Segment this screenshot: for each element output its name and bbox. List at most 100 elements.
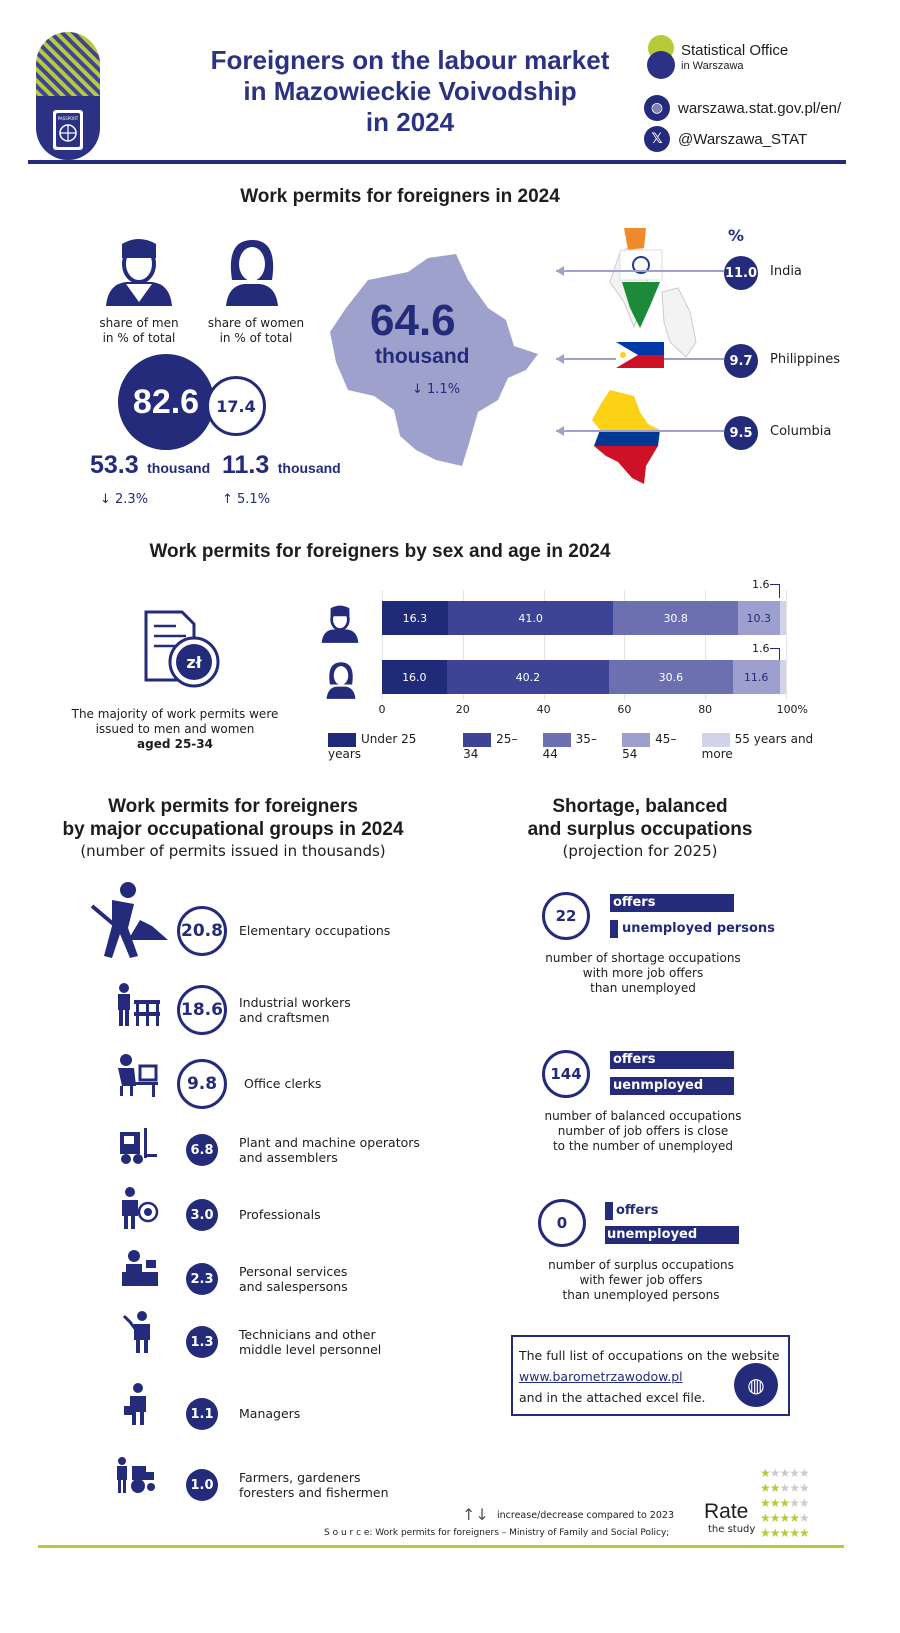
- occupation-label: Personal services and salespersons: [239, 1264, 348, 1294]
- office-clerk-icon: [114, 1052, 160, 1102]
- occupation-label: Elementary occupations: [239, 923, 391, 938]
- rating-stars[interactable]: ★★★★★ ★★★★★ ★★★★★ ★★★★★ ★★★★★: [760, 1466, 810, 1540]
- info-box-line-1: The full list of occupations on the webs…: [519, 1348, 780, 1363]
- shortage-unemployed-label: unemployed persons: [622, 921, 775, 936]
- balanced-count: 144: [542, 1050, 590, 1098]
- occupation-value: 2.3: [186, 1263, 218, 1295]
- occupations-subheading: (number of permits issued in thousands): [80, 842, 386, 860]
- barometr-link[interactable]: www.barometrzawodow.pl: [519, 1369, 683, 1384]
- rate-label[interactable]: Rate: [704, 1500, 749, 1523]
- men-change: ↓ 2.3%: [100, 492, 149, 507]
- x-tick-label: 20: [455, 703, 470, 716]
- bar-women-series-3: 11.6: [732, 660, 780, 694]
- shortage-heading-line-1: Shortage, balanced: [552, 796, 728, 817]
- total-change: ↓ 1.1%: [412, 382, 461, 397]
- bar-women-series-0: 16.0: [382, 660, 447, 694]
- shortage-count: 22: [542, 892, 590, 940]
- shortage-subheading: (projection for 2025): [562, 842, 718, 860]
- columbia-value: 9.5: [724, 416, 758, 450]
- legend-label: 55 years and more: [701, 732, 814, 761]
- permits-heading: Work permits for foreigners in 2024: [240, 186, 560, 207]
- bar-men-series-2: 30.8: [613, 601, 738, 635]
- total-permits: 64.6: [370, 296, 456, 345]
- legend-item: 45–54: [622, 732, 692, 761]
- globe-icon: ◍: [644, 95, 670, 121]
- legend-item: 35–44: [542, 732, 613, 761]
- surplus-desc: number of surplus occupations with fewer…: [548, 1258, 734, 1302]
- country-row-india: 11.0 India: [556, 256, 856, 290]
- forklift-icon: [118, 1126, 158, 1170]
- legend-label: 35–44: [542, 732, 597, 761]
- women-share-label: share of women in % of total: [207, 316, 305, 345]
- technician-icon: [122, 1310, 156, 1358]
- legend-label: Under 25 years: [328, 732, 417, 761]
- web-globe-icon[interactable]: ◍: [734, 1363, 778, 1407]
- title-line-3: in 2024: [365, 107, 455, 137]
- men-share-label: share of men in % of total: [99, 316, 179, 345]
- bar-value-label: 30.6: [658, 670, 684, 684]
- website-link[interactable]: ◍ warszawa.stat.gov.pl/en/: [644, 94, 841, 122]
- brand-sub: in Warszawa: [681, 60, 744, 72]
- bar-value-label: 11.6: [743, 670, 769, 684]
- occupation-value: 9.8: [177, 1059, 227, 1109]
- digging-worker-icon: [82, 880, 170, 964]
- change-arrows-icon: ↑↓: [462, 1505, 489, 1524]
- men-share-value: 82.6: [118, 354, 214, 450]
- balanced-desc: number of balanced occupations number of…: [544, 1109, 742, 1153]
- occupation-value: 18.6: [177, 985, 227, 1035]
- occupation-label: Professionals: [239, 1207, 321, 1222]
- colombia-flag-map: [588, 390, 662, 490]
- x-tick-label: 60: [617, 703, 632, 716]
- social-link[interactable]: 𝕏 @Warszawa_STAT: [644, 125, 807, 153]
- social-text: @Warszawa_STAT: [678, 130, 808, 148]
- source-note: S o u r c e: Work permits for foreigners…: [324, 1528, 670, 1538]
- legend-item: Under 25 years: [328, 732, 453, 761]
- passport-text: PASSPORT: [58, 116, 79, 121]
- man-small-icon: [320, 604, 360, 648]
- legend-item: 25–34: [463, 732, 533, 761]
- occupation-value: 3.0: [186, 1199, 218, 1231]
- men-count: 53.3 thousand: [90, 451, 210, 480]
- woman-icon: [222, 236, 282, 312]
- legend-swatch: [701, 732, 730, 747]
- x-tick-label: 0: [378, 703, 386, 716]
- bar-women-series-1: 40.2: [446, 660, 610, 694]
- page-title: Foreigners on the labour market in Mazow…: [195, 45, 625, 138]
- bar-men-series-0: 16.3: [382, 601, 448, 635]
- rate-sub: the study: [708, 1524, 756, 1535]
- occupation-label: Farmers, gardeners foresters and fisherm…: [239, 1470, 389, 1500]
- age-heading: Work permits for foreigners by sex and a…: [149, 541, 611, 562]
- bar-value-label: 16.3: [402, 611, 428, 625]
- total-permits-unit: thousand: [375, 345, 470, 368]
- change-note: increase/decrease compared to 2023: [497, 1510, 674, 1521]
- website-text: warszawa.stat.gov.pl/en/: [678, 99, 842, 117]
- info-box-line-2: and in the attached excel file.: [519, 1390, 706, 1405]
- legend-swatch: [328, 732, 356, 747]
- age-stacked-bar-chart: 16.3 41.0 30.8 10.3 16.0 40.2 30.6 11.6 1.6 1.…: [378, 578, 809, 730]
- bar-value-label: 10.3: [746, 611, 771, 625]
- occupation-label: Technicians and other middle level perso…: [239, 1327, 382, 1357]
- legend-label: 25–34: [463, 732, 518, 761]
- balanced-offers-bar: offers: [610, 1051, 734, 1069]
- industrial-worker-icon: [116, 982, 162, 1032]
- philippines-name: Philippines: [770, 352, 841, 367]
- barometr-info-box: The full list of occupations on the webs…: [511, 1335, 790, 1416]
- country-row-columbia: 9.5 Columbia: [556, 416, 856, 450]
- professional-icon: [120, 1186, 160, 1234]
- shortage-offers-bar: offers: [610, 894, 734, 912]
- gridline: [705, 590, 707, 700]
- columbia-name: Columbia: [770, 424, 832, 439]
- philippines-value: 9.7: [724, 344, 758, 378]
- gridline: [462, 590, 464, 700]
- gridline: [382, 590, 383, 700]
- age-note: The majority of work permits were issued…: [70, 707, 280, 752]
- svg-text:zł: zł: [186, 653, 202, 672]
- brand-logo: Statistical Office in Warszawa: [644, 34, 844, 82]
- occupations-heading-line-2: by major occupational groups in 2024: [62, 819, 404, 840]
- legend-swatch: [463, 732, 492, 747]
- bar-women-series-2: 30.6: [609, 660, 733, 694]
- occupation-label: Office clerks: [244, 1076, 322, 1091]
- age-note-line-1: The majority of work permits were: [71, 707, 279, 721]
- footer-divider: [38, 1545, 844, 1548]
- legend-item: 55 years and more: [701, 732, 848, 761]
